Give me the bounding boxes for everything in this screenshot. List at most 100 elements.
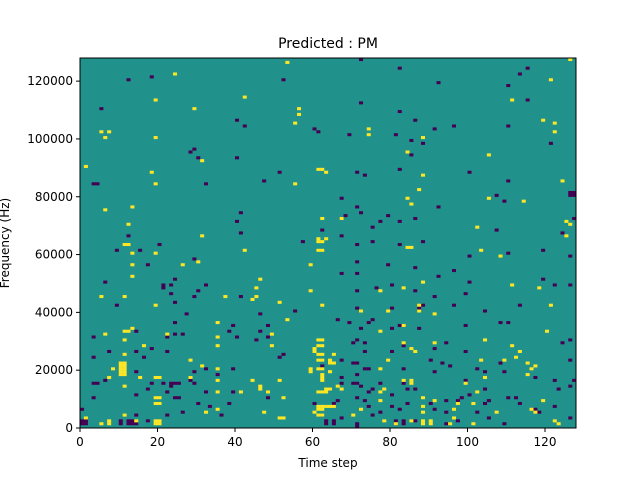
heatmap-cell-low bbox=[390, 306, 395, 310]
heatmap-cell-high bbox=[269, 332, 274, 336]
heatmap-cell-low bbox=[134, 413, 139, 417]
heatmap-cell-high bbox=[324, 237, 329, 241]
heatmap-cell-low bbox=[231, 367, 236, 371]
heatmap-cell-low bbox=[300, 240, 305, 244]
heatmap-cell-low bbox=[335, 399, 340, 403]
heatmap-cell-high bbox=[328, 387, 333, 391]
heatmap-cell-high bbox=[320, 358, 325, 362]
heatmap-cell-low bbox=[231, 323, 236, 327]
heatmap-cell-low bbox=[444, 341, 449, 345]
heatmap-cell-high bbox=[103, 332, 108, 336]
heatmap-cell-high bbox=[320, 303, 325, 307]
heatmap-cell-low bbox=[421, 240, 426, 244]
heatmap-cell-high bbox=[192, 107, 197, 111]
heatmap-cell-high bbox=[107, 375, 112, 380]
heatmap-cell-low bbox=[483, 370, 488, 374]
heatmap-cell-high bbox=[130, 263, 135, 267]
y-tick-label: 0 bbox=[65, 421, 73, 435]
heatmap-cell-low bbox=[428, 358, 433, 362]
heatmap-cell-low bbox=[351, 361, 356, 365]
heatmap-cell-high bbox=[533, 364, 538, 368]
heatmap-cell-low bbox=[362, 173, 367, 177]
heatmap-cell-low bbox=[114, 303, 119, 307]
heatmap-cell-low bbox=[517, 72, 522, 76]
heatmap-cell-low bbox=[467, 280, 472, 284]
heatmap-cell-high bbox=[215, 378, 220, 382]
heatmap-cell-high bbox=[475, 390, 480, 394]
heatmap-cell-low bbox=[506, 179, 511, 183]
heatmap-cell-low bbox=[502, 199, 507, 203]
heatmap-cell-low bbox=[537, 410, 542, 414]
x-tick-label: 60 bbox=[305, 435, 320, 449]
heatmap-cell-high bbox=[153, 136, 158, 140]
heatmap-cell-high bbox=[258, 387, 263, 391]
heatmap-cell-low bbox=[397, 110, 402, 114]
heatmap-cell-low bbox=[192, 147, 197, 151]
heatmap-cell-high bbox=[254, 295, 259, 299]
heatmap-cell-high bbox=[262, 410, 267, 414]
heatmap-cell-high bbox=[258, 277, 263, 281]
heatmap-cell-high bbox=[99, 295, 104, 299]
heatmap-cell-high bbox=[483, 338, 488, 342]
heatmap-cell-low bbox=[556, 387, 561, 391]
heatmap-cell-low bbox=[548, 141, 553, 145]
heatmap-cell-low bbox=[568, 384, 573, 388]
heatmap-cell-high bbox=[409, 419, 414, 423]
heatmap-cell-high bbox=[281, 396, 286, 400]
heatmap-cell-high bbox=[320, 407, 325, 411]
heatmap-cell-high bbox=[83, 416, 88, 420]
heatmap-cell-high bbox=[316, 407, 321, 411]
heatmap-cell-high bbox=[328, 404, 333, 408]
heatmap-cell-low bbox=[165, 390, 170, 394]
heatmap-cell-low bbox=[525, 98, 530, 102]
heatmap-cell-high bbox=[157, 375, 162, 380]
heatmap-cell-low bbox=[130, 419, 135, 423]
heatmap-cell-high bbox=[99, 422, 104, 426]
heatmap-cell-low bbox=[417, 306, 422, 310]
heatmap-cell-low bbox=[362, 367, 367, 371]
heatmap-cell-high bbox=[421, 410, 426, 414]
heatmap-cell-high bbox=[324, 404, 329, 408]
heatmap-cell-low bbox=[331, 422, 336, 426]
heatmap-cell-high bbox=[122, 413, 127, 417]
heatmap-cell-high bbox=[386, 358, 391, 362]
heatmap-cell-high bbox=[529, 367, 534, 371]
heatmap-cell-low bbox=[568, 338, 573, 342]
heatmap-cell-low bbox=[130, 422, 135, 426]
heatmap-cell-high bbox=[122, 373, 127, 377]
heatmap-cell-low bbox=[231, 390, 236, 394]
heatmap-cell-high bbox=[153, 303, 158, 307]
heatmap-cell-low bbox=[192, 295, 197, 299]
heatmap-cell-low bbox=[293, 309, 298, 313]
heatmap-cell-high bbox=[320, 378, 325, 382]
heatmap-cell-low bbox=[355, 373, 360, 377]
heatmap-cell-low bbox=[459, 396, 464, 400]
heatmap-cell-high bbox=[320, 375, 325, 380]
heatmap-cell-high bbox=[200, 364, 205, 368]
heatmap-cell-low bbox=[196, 289, 201, 293]
heatmap-cell-low bbox=[107, 349, 112, 353]
heatmap-cell-low bbox=[362, 399, 367, 403]
heatmap-cell-high bbox=[351, 413, 356, 417]
heatmap-cell-low bbox=[134, 393, 139, 397]
heatmap-cell-low bbox=[161, 381, 166, 385]
heatmap-cell-high bbox=[320, 240, 325, 244]
x-tick-label: 100 bbox=[456, 435, 479, 449]
heatmap-cell-high bbox=[471, 422, 476, 426]
heatmap-cell-low bbox=[455, 419, 460, 423]
heatmap-cell-low bbox=[227, 401, 232, 406]
heatmap-cell-low bbox=[483, 387, 488, 391]
heatmap-cell-low bbox=[541, 248, 546, 252]
heatmap-cell-high bbox=[568, 222, 573, 226]
heatmap-cell-high bbox=[320, 167, 325, 171]
heatmap-cell-high bbox=[510, 344, 515, 348]
heatmap-cell-high bbox=[122, 384, 127, 388]
heatmap-cell-low bbox=[355, 260, 360, 264]
heatmap-cell-low bbox=[560, 341, 565, 345]
heatmap-cell-high bbox=[308, 289, 313, 293]
heatmap-cell-high bbox=[393, 422, 398, 426]
heatmap-cell-low bbox=[204, 390, 209, 394]
heatmap-cell-low bbox=[165, 349, 170, 353]
heatmap-cell-low bbox=[421, 141, 426, 145]
heatmap-cell-low bbox=[180, 332, 185, 336]
